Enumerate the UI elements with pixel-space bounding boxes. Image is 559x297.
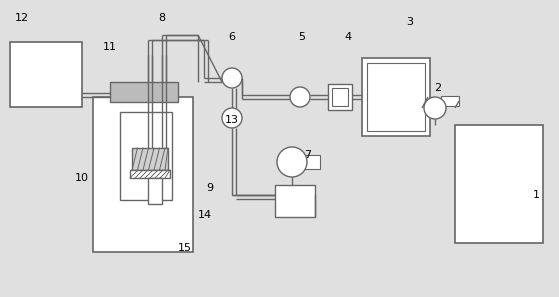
Text: 11: 11: [103, 42, 117, 52]
Text: 3: 3: [406, 17, 414, 27]
Text: 7: 7: [305, 150, 311, 160]
Bar: [328, 84, 352, 110]
Text: 14: 14: [198, 210, 212, 220]
Bar: [130, 170, 170, 178]
Bar: [292, 155, 320, 169]
Circle shape: [290, 87, 310, 107]
Text: 15: 15: [178, 243, 192, 253]
Circle shape: [277, 147, 307, 177]
Bar: [332, 88, 348, 106]
Text: 2: 2: [434, 83, 442, 93]
Text: 6: 6: [229, 32, 235, 42]
Text: 10: 10: [75, 173, 89, 183]
Text: 8: 8: [158, 13, 165, 23]
Bar: [367, 63, 425, 131]
Bar: [362, 58, 430, 136]
Bar: [120, 112, 172, 200]
Text: 13: 13: [225, 115, 239, 125]
Bar: [110, 82, 178, 102]
Text: 4: 4: [344, 32, 352, 42]
Bar: [441, 96, 459, 106]
Bar: [275, 185, 315, 217]
Text: 9: 9: [206, 183, 214, 193]
Text: 1: 1: [533, 190, 539, 200]
Circle shape: [424, 97, 446, 119]
Text: 5: 5: [299, 32, 306, 42]
Bar: [455, 125, 543, 243]
Bar: [93, 97, 193, 252]
Bar: [132, 148, 168, 170]
Bar: [10, 42, 82, 107]
Bar: [148, 178, 162, 204]
Circle shape: [222, 68, 242, 88]
Text: 12: 12: [15, 13, 29, 23]
Circle shape: [222, 108, 242, 128]
